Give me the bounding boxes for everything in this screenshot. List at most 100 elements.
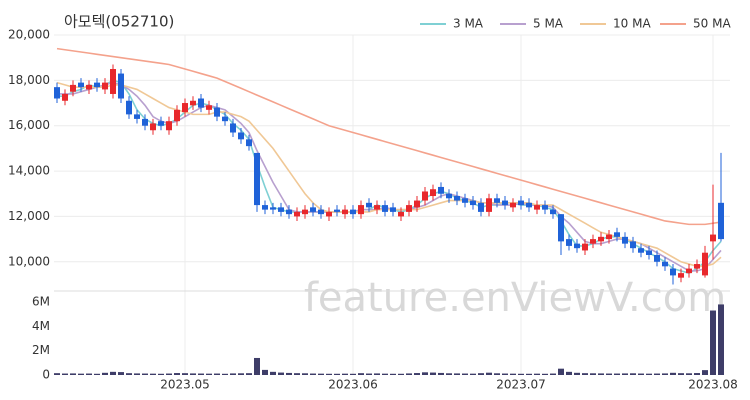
candle-body — [182, 103, 188, 113]
candle-body — [478, 202, 484, 212]
volume-tick-label: 4M — [32, 319, 50, 333]
x-tick-label: 2023.06 — [328, 378, 378, 392]
candle-body — [238, 132, 244, 140]
volume-bar — [62, 373, 68, 375]
candle-body — [446, 193, 452, 199]
volume-bar — [454, 373, 460, 375]
candle-body — [638, 248, 644, 253]
volume-bar — [214, 373, 220, 375]
volume-bar — [310, 373, 316, 375]
volume-bar — [294, 373, 300, 375]
candle-body — [582, 243, 588, 251]
candle-body — [350, 209, 356, 215]
candle-body — [246, 139, 252, 147]
volume-bar — [566, 371, 572, 375]
candle-body — [278, 207, 284, 212]
candle-body — [318, 209, 324, 215]
legend-label: 10 MA — [613, 17, 651, 31]
volume-bar — [622, 373, 628, 375]
volume-bar — [470, 373, 476, 375]
candle-body — [230, 123, 236, 133]
candle-body — [662, 261, 668, 267]
volume-bar — [502, 373, 508, 375]
volume-bar — [334, 373, 340, 375]
candle-body — [134, 114, 140, 119]
volume-bar — [534, 373, 540, 375]
candle-body — [526, 202, 532, 208]
volume-tick-label: 0 — [42, 368, 50, 382]
volume-bar — [414, 373, 420, 375]
candle-body — [462, 198, 468, 203]
candle-body — [510, 202, 516, 208]
volume-bar — [86, 373, 92, 375]
volume-bar — [158, 373, 164, 375]
volume-bar — [126, 373, 132, 375]
volume-bar — [374, 373, 380, 375]
y-tick-label: 10,000 — [8, 254, 50, 268]
volume-bar — [494, 373, 500, 375]
volume-bar — [102, 372, 108, 375]
volume-bar — [550, 373, 556, 375]
candle-body — [214, 107, 220, 117]
volume-bar — [646, 373, 652, 375]
volume-bar — [94, 373, 100, 375]
volume-bar — [318, 373, 324, 375]
y-tick-label: 12,000 — [8, 209, 50, 223]
volume-bar — [222, 373, 228, 375]
candle-body — [670, 268, 676, 276]
watermark: feature.enViewV.com — [304, 275, 726, 321]
volume-bar — [510, 373, 516, 375]
candle-body — [718, 202, 724, 240]
candle-body — [62, 93, 68, 101]
volume-bar — [238, 373, 244, 375]
volume-bar — [406, 373, 412, 375]
volume-bar — [326, 373, 332, 375]
candle-body — [694, 264, 700, 269]
ma-line — [57, 81, 722, 272]
candle-body — [566, 239, 572, 246]
candle-body — [486, 198, 492, 212]
candle-body — [334, 209, 340, 212]
volume-bar — [630, 373, 636, 375]
volume-bar — [574, 372, 580, 375]
chart-title: 아모텍(052710) — [64, 13, 174, 31]
volume-bar — [422, 372, 428, 375]
candle-body — [142, 118, 148, 126]
volume-bar — [70, 373, 76, 375]
candle-body — [654, 254, 660, 262]
candle-body — [686, 268, 692, 274]
volume-bar — [206, 373, 212, 375]
y-tick-label: 18,000 — [8, 73, 50, 87]
volume-bar — [438, 372, 444, 375]
candle-body — [158, 121, 164, 126]
volume-bar — [262, 369, 268, 375]
candle-body — [494, 198, 500, 203]
candle-body — [102, 82, 108, 90]
volume-bar — [694, 373, 700, 375]
volume-bar — [590, 373, 596, 375]
volume-bar — [350, 373, 356, 375]
candle-body — [174, 109, 180, 122]
candle-body — [438, 186, 444, 194]
volume-bar — [542, 373, 548, 375]
candle-body — [166, 121, 172, 131]
candle-body — [622, 236, 628, 244]
candle-body — [326, 211, 332, 217]
candle-body — [150, 123, 156, 131]
candle-body — [606, 234, 612, 240]
volume-bar — [286, 372, 292, 375]
legend-label: 5 MA — [533, 17, 564, 31]
volume-bar — [478, 373, 484, 375]
volume-bar — [430, 372, 436, 375]
volume-bar — [702, 370, 708, 375]
candle-body — [710, 234, 716, 242]
volume-bar — [254, 357, 260, 375]
candle-body — [358, 205, 364, 215]
legend-label: 50 MA — [693, 17, 731, 31]
candle-body — [342, 209, 348, 215]
volume-bar — [654, 373, 660, 375]
candle-body — [286, 209, 292, 215]
volume-bar — [246, 373, 252, 375]
volume-bar — [166, 373, 172, 375]
